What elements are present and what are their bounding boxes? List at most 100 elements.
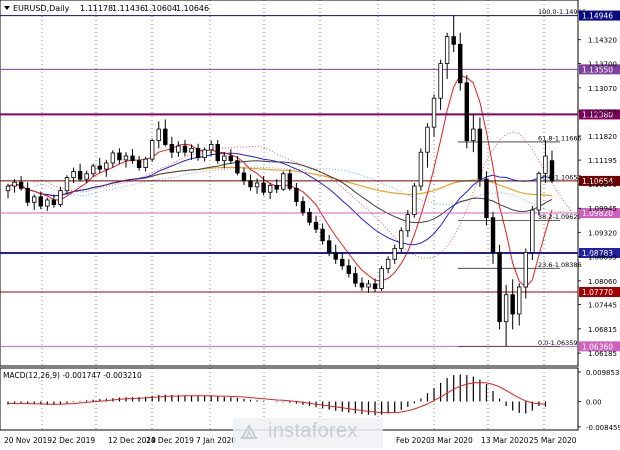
level-price-tag <box>579 175 620 186</box>
candle-body <box>510 294 515 315</box>
candle-body <box>523 251 528 288</box>
chart-header: EURUSD,Daily 1.11178 1.11436 1.10604 1.1… <box>4 4 209 13</box>
candle-body <box>359 282 365 288</box>
candle-body <box>261 182 266 193</box>
candle-body <box>182 145 188 153</box>
open-value: 1.11178 <box>80 4 113 13</box>
candle-body <box>405 214 411 232</box>
candle-body <box>189 147 194 153</box>
candle-body <box>287 173 293 189</box>
fib-label: 0.0-1.06359 <box>538 339 578 347</box>
candle-body <box>176 145 181 153</box>
level-price-tag <box>579 341 620 352</box>
level-price-label: 1.09820 <box>582 209 613 218</box>
candle-body <box>549 160 555 182</box>
candle-body <box>202 149 207 158</box>
candle-body <box>543 155 548 174</box>
candle-body <box>64 177 70 192</box>
candle-body <box>25 187 30 203</box>
price-tick-label: 1.13070 <box>588 85 617 93</box>
candle-body <box>274 184 279 190</box>
symbol-label: EURUSD,Daily <box>13 4 70 13</box>
candle-body <box>333 251 338 260</box>
candle-body <box>294 187 299 202</box>
price-tick-label: 1.11820 <box>588 133 617 141</box>
price-tick-label: 1.08060 <box>588 278 617 286</box>
time-tick-label: 13 Mar 2020 <box>481 436 529 445</box>
price-tick-label: 1.06815 <box>588 326 617 334</box>
candles <box>5 15 555 347</box>
time-tick-label: 25 Mar 2020 <box>529 436 577 445</box>
candle-body <box>117 152 122 161</box>
price-axis: 1.14946 1.13550 1.12380 1.10654 1.09820 1.087… <box>578 10 620 358</box>
candle-body <box>208 144 214 151</box>
candle-body <box>12 181 17 187</box>
watermark-text: instaforex <box>268 420 358 442</box>
candle-body <box>143 158 148 168</box>
level-price-tag <box>579 10 620 21</box>
level-price-label: 1.14946 <box>582 12 613 21</box>
candle-body <box>32 196 37 203</box>
macd-tick-label: -0.008459 <box>586 424 620 432</box>
low-value: 1.10604 <box>144 4 177 13</box>
level-price-label: 1.08783 <box>582 249 613 258</box>
fib-label: 23.6-1.08386 <box>538 261 582 269</box>
candle-body <box>38 196 43 207</box>
level-price-label: 1.06360 <box>582 342 613 351</box>
candle-body <box>458 43 463 84</box>
candle-body <box>77 171 83 180</box>
candle-body <box>241 172 247 182</box>
candle-body <box>490 217 496 253</box>
candle-body <box>497 251 502 323</box>
candle-body <box>51 199 57 205</box>
senkou-span-b <box>34 166 572 213</box>
fib-label: 50.0-1.10652 <box>538 173 582 181</box>
candle-body <box>471 128 476 142</box>
candle-body <box>346 265 352 274</box>
price-tick-label: 1.09945 <box>588 205 617 213</box>
candle-body <box>97 165 102 170</box>
candle-body <box>379 268 384 289</box>
candle-body <box>451 36 456 45</box>
candle-body <box>254 182 260 188</box>
fibonacci-levels: 100.0-1.14946 61.8-1.11666 50.0-1.10652 38.… <box>458 8 586 347</box>
candle-body <box>412 185 417 215</box>
high-value: 1.11436 <box>112 4 145 13</box>
candle-body <box>45 199 50 207</box>
candle-body <box>444 36 450 64</box>
instaforex-logo-icon <box>240 424 258 439</box>
watermark-band <box>233 418 383 448</box>
candle-body <box>418 151 424 187</box>
fib-label: 61.8-1.11666 <box>538 134 582 142</box>
price-tick-label: 1.10570 <box>588 181 617 189</box>
time-tick-label: 20 Nov 2019 <box>4 436 52 445</box>
candle-body <box>372 283 378 289</box>
candle-body <box>503 294 509 323</box>
candle-body <box>536 172 542 211</box>
candle-body <box>156 128 161 142</box>
triangle-down-icon[interactable] <box>4 6 10 10</box>
candle-body <box>84 173 89 180</box>
candle-body <box>58 190 63 205</box>
candle-body <box>248 180 253 188</box>
close-value: 1.10646 <box>176 4 209 13</box>
candle-body <box>313 221 319 230</box>
level-price-tag <box>579 64 620 75</box>
time-tick-label: 24 Dec 2019 <box>146 436 194 445</box>
level-price-tag <box>579 208 620 219</box>
level-price-label: 1.12380 <box>582 110 613 119</box>
candle-body <box>399 230 404 249</box>
time-tick-label: Feb 2020 <box>396 436 431 445</box>
macd-tick-label: 0.00 <box>586 399 602 407</box>
candle-body <box>431 97 437 128</box>
candle-body <box>366 283 371 288</box>
macd-indicator: 0.009853 0.00 -0.008459 <box>7 369 620 432</box>
fib-label: 38.2-1.09629 <box>538 213 582 221</box>
candle-body <box>5 185 11 192</box>
time-tick-label: 3 Mar 2020 <box>430 436 473 445</box>
candle-body <box>385 258 391 269</box>
ma-blue-line <box>7 152 553 246</box>
candle-body <box>425 126 430 153</box>
